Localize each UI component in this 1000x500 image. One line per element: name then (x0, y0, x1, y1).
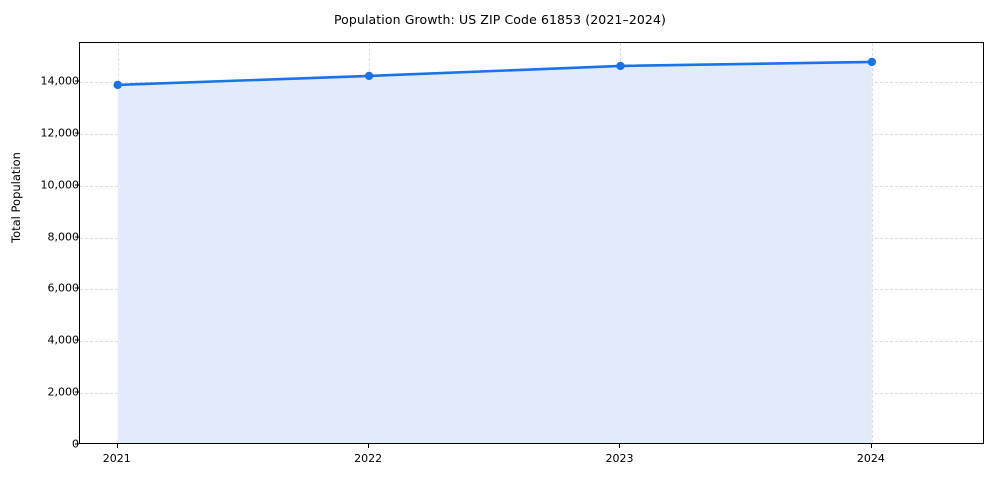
data-point-marker (616, 61, 625, 71)
y-tick-mark (75, 80, 79, 82)
x-tick-mark (116, 444, 118, 448)
plot-area (79, 42, 984, 444)
y-tick-mark (75, 184, 79, 186)
line-series-total-population (116, 60, 874, 87)
y-axis-ticks: 0 2,000 4,000 6,000 8,000 10,000 12,000 14,000 (5, 42, 80, 451)
y-tick-mark (75, 236, 79, 238)
y-tick-mark (75, 132, 79, 134)
series-layer (113, 57, 877, 443)
y-tick-label: 2,000 (47, 385, 80, 399)
data-point-marker (113, 80, 122, 90)
x-tick-label: 2021 (102, 452, 131, 465)
y-tick-label: 14,000 (40, 74, 80, 88)
x-tick-label: 2022 (354, 452, 383, 465)
y-tick-label: 4,000 (47, 333, 80, 347)
y-tick-label: 12,000 (40, 126, 80, 140)
x-tick-mark (368, 444, 370, 448)
data-point-markers (113, 57, 877, 90)
data-point-marker (867, 57, 877, 67)
y-tick-label: 6,000 (47, 281, 80, 295)
x-tick-label: 2023 (605, 452, 634, 465)
y-tick-mark (75, 391, 79, 393)
y-tick-label: 8,000 (47, 230, 80, 244)
y-tick-label: 10,000 (40, 178, 80, 192)
y-tick-label: 0 (72, 437, 79, 451)
y-tick-mark (75, 339, 79, 341)
x-tick-mark (619, 444, 621, 448)
y-tick-mark (75, 443, 79, 445)
x-tick-label: 2024 (856, 452, 885, 465)
area-fill (117, 61, 872, 443)
data-point-marker (364, 71, 374, 81)
x-axis-ticks: 2021 2022 2023 2024 (79, 444, 984, 484)
x-tick-mark (870, 444, 872, 448)
y-tick-mark (75, 287, 79, 289)
chart-title: Population Growth: US ZIP Code 61853 (20… (333, 12, 667, 27)
